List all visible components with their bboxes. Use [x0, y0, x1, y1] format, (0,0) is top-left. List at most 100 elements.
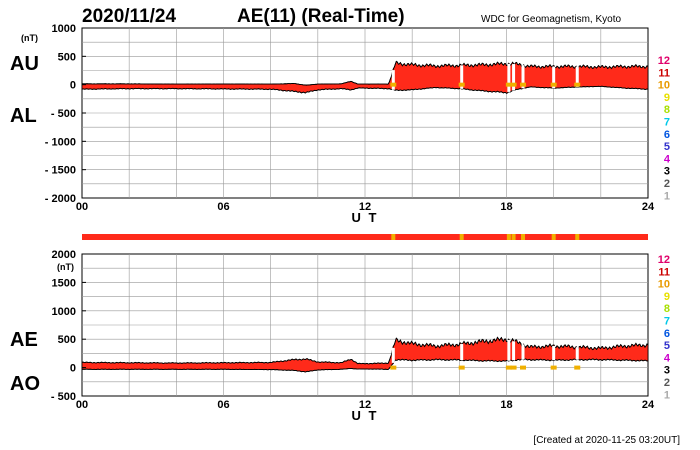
data-gap [552, 66, 556, 89]
x-tick-label: 24 [642, 201, 655, 213]
data-gap [391, 347, 395, 363]
station-count-label: 3 [664, 166, 670, 178]
data-gap [460, 344, 464, 361]
low-station-marker [574, 82, 581, 87]
station-count-label: 6 [664, 129, 670, 141]
strip-low-station [551, 234, 556, 240]
station-count-label: 9 [664, 291, 670, 303]
station-count-label: 10 [658, 80, 670, 92]
au-al-panel: 1000 500 0 - 500 - 1000 - 1500 - 2000 00 06 12 18… [10, 23, 655, 225]
y-tick-label: 1500 [52, 277, 76, 289]
au-al-data-area [81, 60, 649, 94]
ae-ao-x-ticks: 00 06 12 18 24 [76, 399, 655, 411]
y-tick-label: 0 [70, 80, 76, 92]
data-gap [507, 339, 511, 361]
strip-low-station [506, 234, 511, 240]
y-tick-label: 500 [58, 51, 76, 63]
x-tick-label: 00 [76, 201, 88, 213]
y-tick-label: 500 [58, 334, 76, 346]
y-tick-label: - 500 [51, 108, 76, 120]
station-count-label: 4 [664, 352, 671, 364]
strip-low-station [459, 234, 464, 240]
date-title: 2020/11/24 [82, 6, 176, 27]
au-al-x-ticks: 00 06 12 18 24 [76, 201, 655, 213]
ae-ao-panel: 2000 1500 1000 500 0 - 500 00 06 12 18 24 (nT) U … [10, 249, 655, 423]
data-gap [575, 347, 579, 360]
au-al-xlabel: U T [352, 210, 379, 225]
ao-side-label: AO [10, 373, 40, 395]
y-tick-label: 0 [70, 363, 76, 375]
data-gap [460, 65, 464, 89]
data-gap [391, 70, 395, 90]
strip-low-station [575, 234, 580, 240]
ae-ao-gridlines [82, 254, 648, 396]
ae-line [81, 336, 649, 365]
station-count-label: 1 [664, 190, 670, 202]
y-tick-label: - 500 [51, 391, 76, 403]
station-count-label: 5 [664, 141, 670, 153]
data-gap [552, 346, 556, 361]
x-tick-label: 06 [217, 399, 229, 411]
au-al-unit: (nT) [21, 33, 38, 43]
station-count-label: 4 [664, 153, 671, 165]
y-tick-label: 2000 [52, 249, 76, 261]
ae-side-label: AE [10, 329, 38, 351]
low-station-marker [520, 82, 527, 87]
station-count-label: 7 [664, 316, 670, 328]
x-tick-label: 06 [217, 201, 229, 213]
strip-low-station [511, 234, 516, 240]
station-count-label: 12 [658, 55, 670, 67]
source-label: WDC for Geomagnetism, Kyoto [481, 14, 621, 25]
au-al-y-ticks: 1000 500 0 - 500 - 1000 - 1500 - 2000 [45, 23, 86, 205]
low-station-marker [550, 82, 557, 87]
station-count-label: 11 [658, 266, 670, 278]
x-tick-label: 24 [642, 399, 655, 411]
low-station-marker [574, 365, 581, 370]
y-tick-label: - 2000 [45, 193, 76, 205]
created-timestamp: [Created at 2020-11-25 03:20UT] [533, 435, 680, 446]
strip-low-station [391, 234, 396, 240]
x-tick-label: 12 [359, 201, 371, 213]
low-station-marker [390, 82, 397, 87]
station-count-label: 3 [664, 365, 670, 377]
station-count-label: 11 [658, 67, 670, 79]
station-count-label: 6 [664, 328, 670, 340]
station-count-label: 2 [664, 377, 670, 389]
station-count-label: 8 [664, 104, 670, 116]
x-tick-label: 18 [500, 201, 512, 213]
data-gap [575, 66, 579, 87]
chart-title: AE(11) (Real-Time) [237, 6, 405, 27]
station-count-label: 5 [664, 340, 670, 352]
au-side-label: AU [10, 53, 39, 75]
data-gap [521, 65, 525, 89]
station-count-label: 2 [664, 178, 670, 190]
station-count-label: 8 [664, 303, 670, 315]
data-gap [512, 64, 516, 91]
low-station-marker [550, 365, 557, 370]
ae-ao-data-area [81, 336, 649, 373]
station-count-label: 1 [664, 389, 670, 401]
low-station-marker [390, 365, 397, 370]
low-station-marker [510, 365, 517, 370]
ao-line [81, 358, 649, 373]
low-station-marker [510, 82, 517, 87]
low-station-marker [520, 365, 527, 370]
data-gap [507, 63, 511, 92]
low-station-marker [458, 82, 465, 87]
strip-low-station [521, 234, 526, 240]
low-station-marker [505, 365, 512, 370]
x-tick-label: 18 [500, 399, 512, 411]
ae-ao-unit: (nT) [57, 262, 74, 272]
station-count-label: 10 [658, 279, 670, 291]
station-count-label: 7 [664, 117, 670, 129]
station-count-label: 12 [658, 254, 670, 266]
y-tick-label: 1000 [52, 306, 76, 318]
x-tick-label: 00 [76, 399, 88, 411]
data-gap [512, 341, 516, 361]
y-tick-label: - 1000 [45, 136, 76, 148]
low-station-marker [458, 365, 465, 370]
y-tick-label: - 1500 [45, 165, 76, 177]
